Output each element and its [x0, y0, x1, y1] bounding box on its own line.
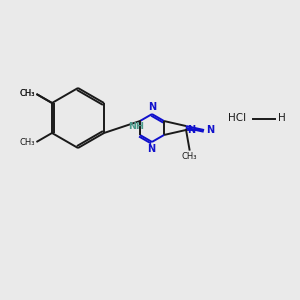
Text: NH: NH — [128, 122, 144, 130]
Text: HCl: HCl — [228, 113, 246, 123]
Text: CH₃: CH₃ — [20, 137, 35, 146]
Text: CH₃: CH₃ — [20, 89, 35, 98]
Text: N: N — [148, 102, 156, 112]
Text: N: N — [206, 125, 214, 135]
Text: CH₃: CH₃ — [182, 152, 197, 161]
Text: H: H — [278, 113, 286, 123]
Text: CH₃: CH₃ — [20, 89, 35, 98]
Text: N: N — [147, 144, 155, 154]
Text: N: N — [187, 125, 195, 135]
